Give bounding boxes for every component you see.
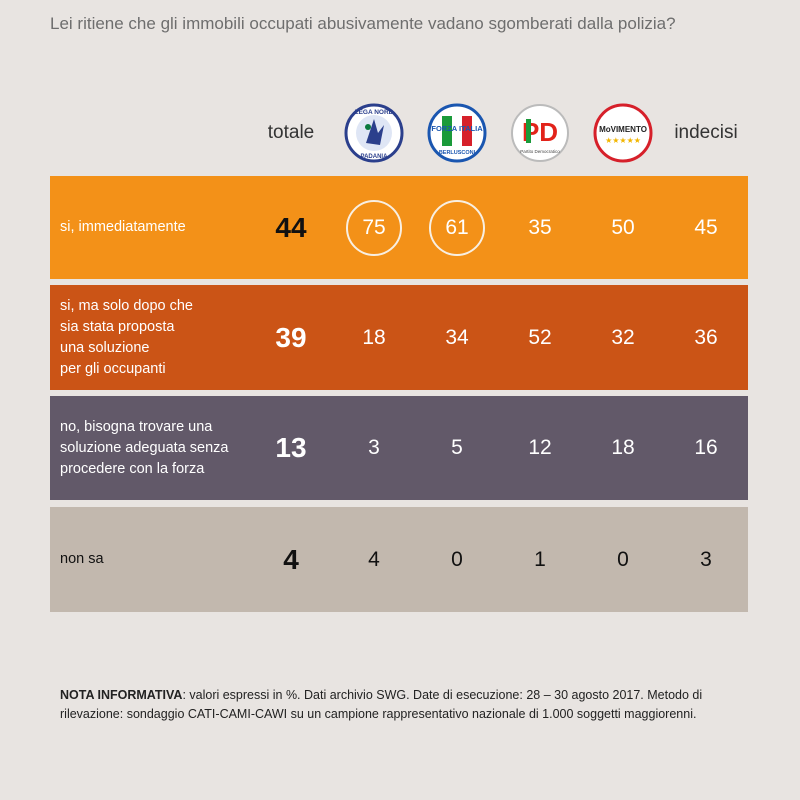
table-row: si, immediatamente 44 75 61 35 50 45 xyxy=(50,176,748,279)
cell-value: 3 xyxy=(665,507,747,612)
cell-text: 1 xyxy=(534,547,546,571)
note-text: : valori espressi in %. Dati archivio SW… xyxy=(60,688,703,721)
pd-logo-icon: PD Partito Democratico xyxy=(511,103,569,162)
pd-text-bottom: Partito Democratico xyxy=(520,149,560,154)
total-value: 4 xyxy=(250,507,332,612)
total-value: 39 xyxy=(250,285,332,390)
cell-text: 4 xyxy=(283,543,299,575)
cell-text: 75 xyxy=(362,215,386,239)
lega-text-bottom: PADANIA xyxy=(361,154,389,160)
question-title: Lei ritiene che gli immobili occupati ab… xyxy=(50,14,676,33)
row-label: si, ma solo dopo che sia stata proposta … xyxy=(60,285,270,390)
note-informativa: NOTA INFORMATIVA: valori espressi in %. … xyxy=(60,686,760,724)
m5s-logo-icon: MoVIMENTO ★★★★★ xyxy=(593,103,653,162)
cell-text: 52 xyxy=(528,325,552,349)
cell-value: 52 xyxy=(499,285,581,390)
total-value: 44 xyxy=(250,176,332,279)
m5s-stars: ★★★★★ xyxy=(605,136,641,145)
note-title: NOTA INFORMATIVA xyxy=(60,688,183,702)
cell-text: 50 xyxy=(611,215,635,239)
row-label-text: si, ma solo dopo che sia stata proposta … xyxy=(60,297,193,377)
cell-text: 0 xyxy=(451,547,463,571)
cell-text: 18 xyxy=(362,325,386,349)
cell-value: 5 xyxy=(416,396,498,500)
row-label-text: si, immediatamente xyxy=(60,219,186,235)
cell-value: 32 xyxy=(582,285,664,390)
cell-text: 13 xyxy=(275,432,307,463)
cell-text: 18 xyxy=(611,436,635,459)
cell-value: 18 xyxy=(582,396,664,500)
cell-text: 45 xyxy=(694,215,718,239)
cell-text: 34 xyxy=(445,325,469,349)
fi-text-bottom: BERLUSCONI xyxy=(439,150,476,156)
forza-italia-logo: FORZA ITALIA BERLUSCONI xyxy=(416,95,498,170)
lega-nord-logo-icon: LEGA NORD PADANIA xyxy=(344,103,404,162)
table-row: si, ma solo dopo che sia stata proposta … xyxy=(50,285,748,390)
row-label-text: no, bisogna trovare una soluzione adegua… xyxy=(60,418,229,477)
row-label-text: non sa xyxy=(60,551,104,567)
highlight-ring xyxy=(429,199,485,256)
cell-text: 0 xyxy=(617,547,629,571)
cell-text: 44 xyxy=(275,211,307,243)
cell-value: 50 xyxy=(582,176,664,279)
cell-text: 12 xyxy=(528,436,552,459)
lega-text-top: LEGA NORD xyxy=(355,109,394,116)
cell-value: 75 xyxy=(333,176,415,279)
table-header: totale LEGA NORD PADANIA FORZA ITALIA BE… xyxy=(0,95,800,170)
lega-nord-logo: LEGA NORD PADANIA xyxy=(333,95,415,170)
cell-value: 16 xyxy=(665,396,747,500)
cell-value: 61 xyxy=(416,176,498,279)
cell-value: 18 xyxy=(333,285,415,390)
cell-text: 4 xyxy=(368,547,380,571)
row-label: non sa xyxy=(60,507,270,612)
cell-value: 0 xyxy=(416,507,498,612)
header-totale: totale xyxy=(267,121,315,143)
cell-text: 61 xyxy=(445,215,469,239)
cell-value: 1 xyxy=(499,507,581,612)
cell-value: 4 xyxy=(333,507,415,612)
header-indecisi: indecisi xyxy=(674,121,738,143)
cell-text: 35 xyxy=(528,215,552,239)
forza-italia-logo-icon: FORZA ITALIA BERLUSCONI xyxy=(427,103,487,162)
cell-value: 0 xyxy=(582,507,664,612)
fi-text-top: FORZA ITALIA xyxy=(431,124,483,133)
highlight-ring xyxy=(346,199,402,256)
cell-text: 5 xyxy=(451,436,463,459)
cell-value: 34 xyxy=(416,285,498,390)
cell-value: 36 xyxy=(665,285,747,390)
cell-value: 12 xyxy=(499,396,581,500)
movimento-5-stelle-logo: MoVIMENTO ★★★★★ xyxy=(582,95,664,170)
row-label: no, bisogna trovare una soluzione adegua… xyxy=(60,396,270,500)
cell-value: 35 xyxy=(499,176,581,279)
m5s-text-top: MoVIMENTO xyxy=(599,125,647,134)
cell-text: 36 xyxy=(694,325,718,349)
cell-text: 3 xyxy=(368,436,380,459)
table-row: non sa 4 4 0 1 0 3 xyxy=(50,507,748,612)
row-label: si, immediatamente xyxy=(60,176,270,279)
cell-value: 45 xyxy=(665,176,747,279)
cell-value: 3 xyxy=(333,396,415,500)
cell-text: 39 xyxy=(275,321,307,353)
cell-text: 32 xyxy=(611,325,635,349)
pd-logo: PD Partito Democratico xyxy=(499,95,581,170)
cell-text: 3 xyxy=(700,547,712,571)
total-value: 13 xyxy=(250,396,332,500)
table-row: no, bisogna trovare una soluzione adegua… xyxy=(50,396,748,500)
cell-text: 16 xyxy=(694,436,718,459)
